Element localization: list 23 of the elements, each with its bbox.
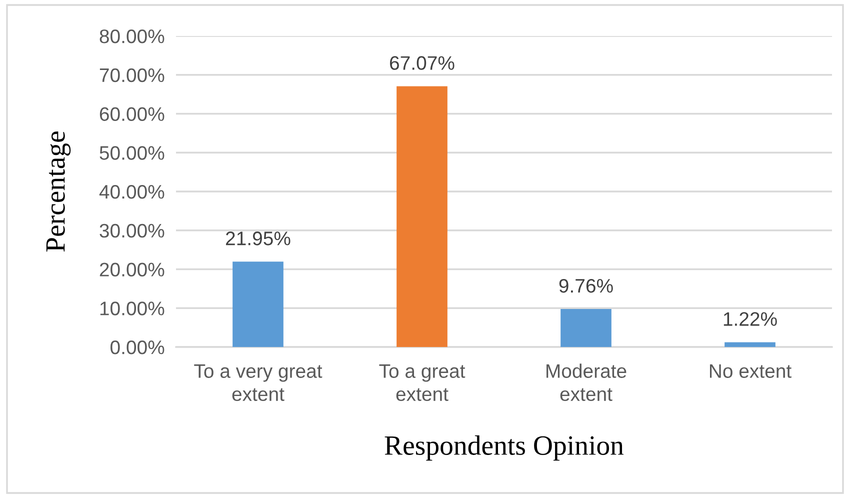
x-axis-title: Respondents Opinion [384,435,624,461]
bar [724,342,776,347]
y-tick-label: 80.00% [100,29,164,44]
y-tick-label: 40.00% [99,184,164,199]
x-tick-label: To a great extent [379,364,466,402]
y-tick-label: 30.00% [100,224,164,238]
y-tick-label: 50.00% [100,146,164,160]
x-tick-label: Moderate extent [546,364,626,402]
bar [232,262,284,347]
y-tick-label: 60.00% [100,107,164,121]
x-tick-label: No extent [710,364,792,378]
y-tick-label: 0.00% [110,340,164,354]
y-tick-label: 10.00% [100,302,164,316]
data-label: 9.76% [559,278,613,293]
data-label: 67.07% [390,56,454,70]
bar [560,309,612,347]
bar [396,86,448,347]
data-label: 21.95% [226,232,290,246]
y-tick-label: 20.00% [100,262,164,276]
data-label: 1.22% [724,312,777,326]
x-tick-label: To a very great extent [194,364,322,402]
y-tick-label: 70.00% [100,68,164,82]
y-axis-title: Percentage [46,132,71,252]
